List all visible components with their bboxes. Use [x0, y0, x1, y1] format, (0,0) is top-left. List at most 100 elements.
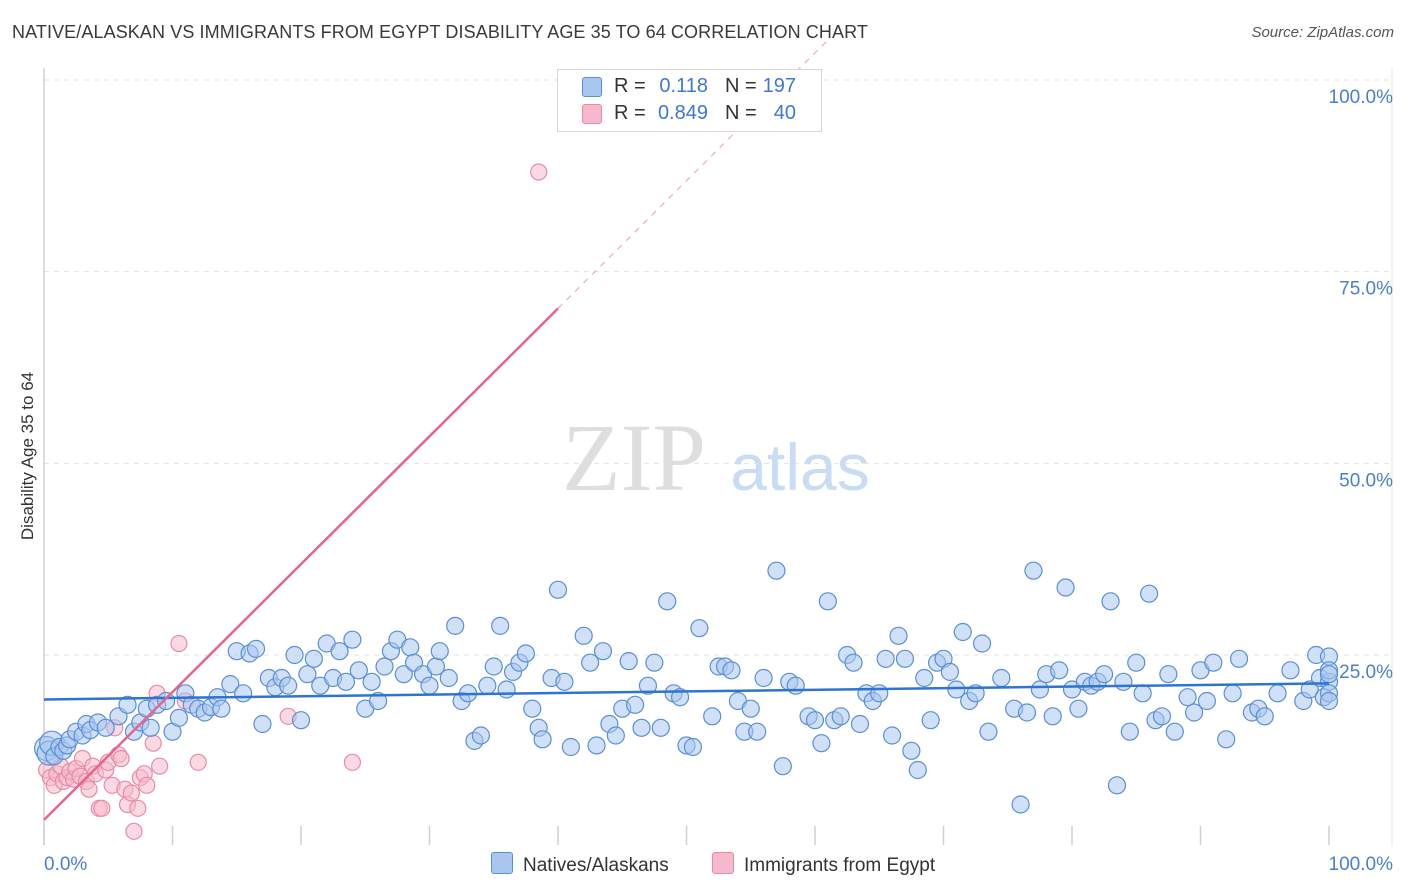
natives-point [1114, 672, 1133, 691]
natives-point [908, 760, 927, 780]
natives-point [651, 718, 670, 737]
natives-point [773, 757, 792, 776]
natives-point [895, 649, 915, 668]
natives-point [593, 642, 613, 661]
natives-point [1120, 722, 1139, 741]
natives-point [516, 644, 535, 663]
natives-point [304, 649, 323, 668]
natives-point [619, 652, 638, 671]
natives-point [805, 711, 825, 730]
natives-point [953, 622, 972, 642]
legend-n-label: N = [725, 102, 757, 124]
natives-point [638, 676, 658, 695]
natives-point [1043, 707, 1062, 726]
natives-point [430, 642, 449, 661]
egypt-point [144, 734, 162, 752]
natives-point [1011, 795, 1030, 814]
egypt-point [125, 822, 143, 840]
natives-point [1127, 653, 1146, 672]
natives-point [902, 741, 921, 760]
bottom-legend-swatch-natives [491, 852, 513, 874]
egypt-point [93, 799, 111, 817]
egypt-point [189, 753, 207, 771]
natives-point [420, 676, 439, 695]
chart-title: NATIVE/ALASKAN VS IMMIGRANTS FROM EGYPT … [12, 22, 868, 42]
y-tick-label: 50.0% [1339, 470, 1393, 491]
natives-point [1030, 680, 1049, 699]
watermark-atlas: atlas [730, 430, 869, 504]
bottom-legend-egypt: Immigrants from Egypt [712, 852, 935, 876]
natives-point [234, 684, 253, 703]
natives-point [876, 649, 895, 668]
natives-point [882, 726, 902, 745]
natives-point [625, 695, 645, 714]
natives-point [533, 730, 552, 749]
egypt-point [530, 163, 548, 181]
natives-point [1050, 661, 1069, 680]
natives-trend-line [43, 682, 1330, 701]
correlation-legend: R = 0.118 N = 197 R = 0.849 N = 40 [557, 69, 822, 132]
natives-point [330, 642, 349, 661]
natives-point [587, 736, 606, 755]
bottom-legend-natives: Natives/Alaskans [491, 852, 669, 876]
natives-point [1101, 592, 1120, 611]
natives-point [683, 737, 703, 757]
natives-point [940, 662, 960, 681]
natives-point [1217, 730, 1236, 749]
natives-point [221, 675, 240, 694]
bottom-legend-label-natives: Natives/Alaskans [523, 855, 669, 876]
natives-point [979, 722, 998, 741]
natives-point [1197, 691, 1217, 711]
x-tick-label: 100.0% [1329, 854, 1394, 875]
x-tick-label: 0.0% [44, 854, 87, 875]
natives-point [478, 676, 497, 695]
natives-point [581, 653, 600, 672]
legend-n-value: 40 [773, 102, 796, 124]
natives-point [1223, 684, 1242, 703]
natives-point [844, 653, 863, 672]
tick-labels: 25.0% 50.0% 75.0% 100.0% 0.0% 100.0% [44, 87, 1393, 875]
natives-point [349, 661, 368, 680]
natives-point [1300, 680, 1319, 699]
natives-point [561, 737, 580, 757]
natives-point [1281, 661, 1300, 680]
natives-point [812, 734, 831, 753]
natives-point [1229, 649, 1249, 668]
y-tick-label: 25.0% [1339, 662, 1393, 683]
legend-row-natives: R = 0.118 N = 197 [558, 75, 821, 99]
natives-point [336, 672, 356, 691]
natives-point [1319, 665, 1339, 684]
natives-point [212, 699, 231, 718]
natives-point [285, 645, 304, 665]
watermark: ZIP atlas [562, 404, 870, 511]
natives-point [658, 592, 677, 611]
egypt-point [151, 757, 169, 775]
legend-swatch-natives [582, 77, 602, 97]
watermark-zip: ZIP [562, 404, 706, 511]
legend-swatch-egypt [582, 104, 602, 124]
natives-point [446, 616, 465, 635]
natives-point [741, 699, 760, 718]
natives-point [1095, 665, 1114, 684]
natives-point [1069, 699, 1088, 718]
natives-point [369, 691, 388, 711]
natives-point [156, 691, 176, 711]
natives-point [298, 665, 317, 684]
natives-point [1178, 688, 1197, 707]
natives-point [703, 707, 722, 726]
natives-point [523, 699, 542, 718]
egypt-point [112, 749, 130, 768]
natives-point [831, 707, 850, 726]
natives-point [992, 668, 1011, 688]
natives-point [748, 722, 767, 741]
natives-point [555, 672, 574, 691]
natives-point [394, 665, 413, 684]
natives-point [401, 638, 420, 657]
natives-point [921, 711, 940, 730]
egypt-point [80, 780, 98, 798]
natives-point [754, 668, 773, 688]
natives-point [870, 684, 889, 703]
egypt-point [122, 784, 140, 802]
natives-point [343, 630, 362, 649]
